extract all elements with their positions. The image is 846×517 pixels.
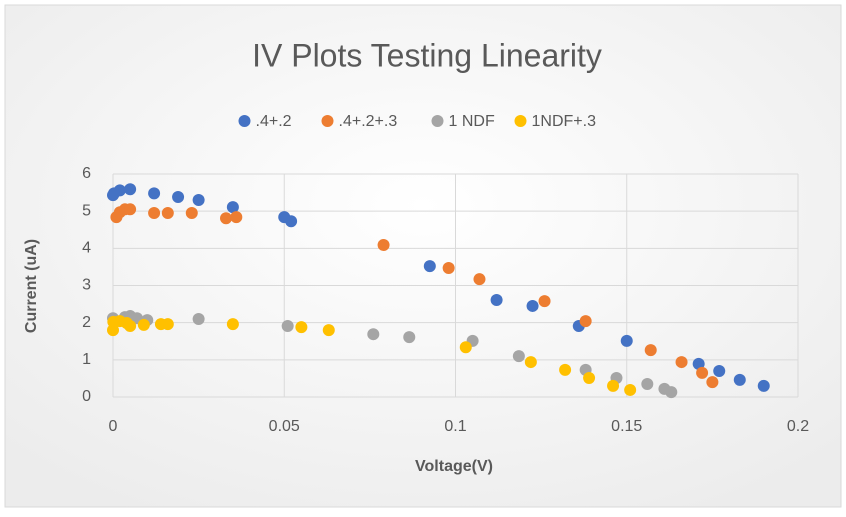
legend-marker bbox=[431, 115, 444, 127]
data-point bbox=[161, 207, 174, 220]
x-tick-label: 0.1 bbox=[444, 418, 466, 435]
data-point bbox=[124, 320, 137, 333]
data-point bbox=[226, 318, 239, 331]
data-point bbox=[377, 238, 390, 251]
x-tick-label: 0.15 bbox=[611, 418, 642, 435]
x-tick-label: 0.2 bbox=[787, 418, 809, 435]
data-point bbox=[524, 356, 537, 369]
legend-marker bbox=[321, 115, 334, 127]
data-point bbox=[559, 363, 572, 376]
y-tick-label: 6 bbox=[82, 165, 91, 182]
legend-label: 1 NDF bbox=[449, 113, 495, 130]
data-point bbox=[644, 344, 657, 357]
data-point bbox=[148, 187, 161, 200]
y-axis-label: Current (uA) bbox=[23, 239, 40, 333]
legend-label: .4+.2+.3 bbox=[339, 113, 398, 130]
chart-background bbox=[4, 4, 842, 508]
x-axis-label: Voltage(V) bbox=[415, 458, 493, 475]
data-point bbox=[226, 201, 239, 214]
data-point bbox=[423, 260, 436, 273]
data-point bbox=[367, 328, 380, 341]
data-point bbox=[124, 183, 137, 196]
x-tick-label: 0 bbox=[109, 418, 118, 435]
x-tick-label: 0.05 bbox=[269, 418, 300, 435]
legend-marker bbox=[238, 115, 251, 127]
data-point bbox=[713, 364, 726, 377]
data-point bbox=[665, 386, 678, 399]
y-tick-label: 4 bbox=[82, 240, 91, 257]
data-point bbox=[526, 299, 539, 312]
data-point bbox=[579, 315, 592, 328]
y-tick-label: 0 bbox=[82, 388, 91, 405]
data-point bbox=[583, 372, 596, 385]
data-point bbox=[641, 377, 654, 390]
data-point bbox=[620, 334, 633, 347]
data-point bbox=[185, 207, 198, 220]
data-point bbox=[403, 331, 416, 344]
data-point bbox=[757, 379, 770, 392]
data-point bbox=[220, 212, 233, 225]
chart-title: IV Plots Testing Linearity bbox=[252, 37, 602, 73]
data-point bbox=[675, 356, 688, 369]
data-point bbox=[230, 211, 243, 224]
y-tick-label: 5 bbox=[82, 202, 91, 219]
data-point bbox=[285, 215, 298, 228]
data-point bbox=[624, 383, 637, 396]
data-point bbox=[281, 320, 294, 333]
data-point bbox=[696, 366, 709, 379]
data-point bbox=[137, 318, 150, 331]
data-point bbox=[538, 295, 551, 308]
y-tick-label: 1 bbox=[82, 351, 91, 368]
data-point bbox=[113, 184, 126, 197]
data-point bbox=[459, 341, 472, 354]
legend-label: .4+.2 bbox=[256, 113, 292, 130]
data-point bbox=[192, 194, 205, 207]
y-tick-label: 2 bbox=[82, 314, 91, 331]
legend-marker bbox=[514, 115, 527, 127]
y-tick-label: 3 bbox=[82, 277, 91, 294]
data-point bbox=[607, 379, 620, 392]
data-point bbox=[706, 376, 719, 389]
data-point bbox=[442, 262, 455, 275]
data-point bbox=[733, 373, 746, 386]
data-point bbox=[322, 324, 335, 337]
data-point bbox=[295, 321, 308, 334]
data-point bbox=[192, 312, 205, 325]
data-point bbox=[172, 191, 185, 204]
data-point bbox=[512, 350, 525, 363]
data-point bbox=[490, 293, 503, 306]
data-point bbox=[161, 318, 174, 331]
data-point bbox=[148, 207, 161, 220]
data-point bbox=[124, 203, 137, 216]
legend-label: 1NDF+.3 bbox=[532, 113, 597, 130]
data-point bbox=[473, 273, 486, 286]
